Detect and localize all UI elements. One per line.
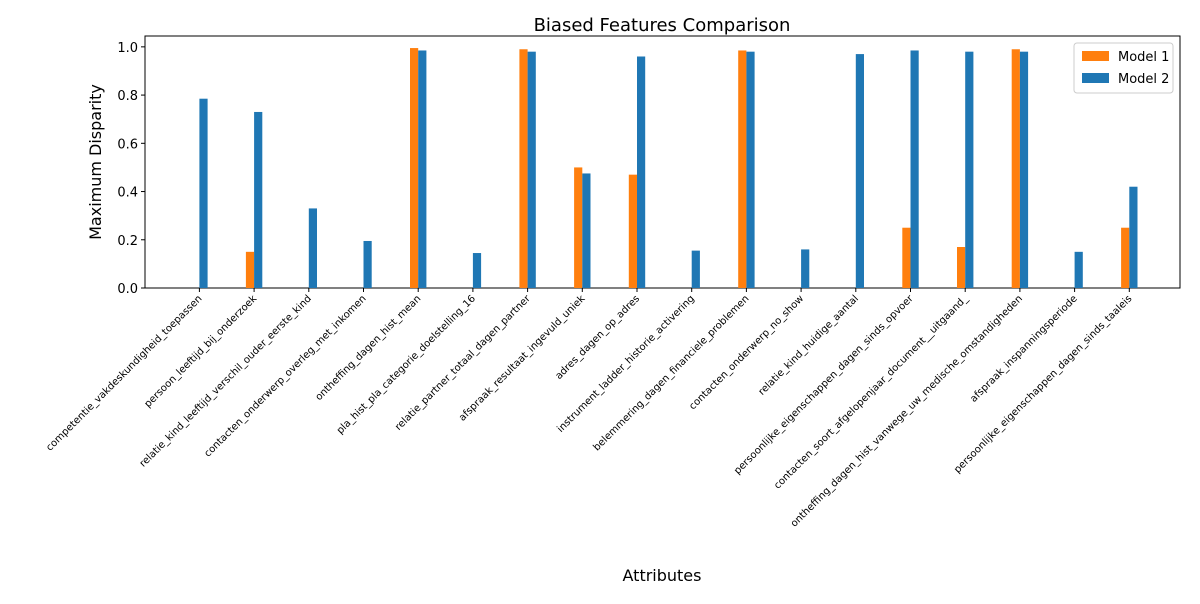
bar-model-1: [957, 247, 966, 288]
legend-label: Model 2: [1118, 72, 1169, 87]
chart-title: Biased Features Comparison: [534, 15, 791, 36]
x-tick-label: afspraak_inspanningsperiode: [968, 293, 1079, 404]
bar-model-2: [1019, 51, 1029, 289]
bar-model-1: [628, 174, 637, 288]
bar-model-1: [1011, 49, 1020, 289]
y-tick-label: 0.6: [117, 137, 138, 152]
x-tick-label: contacten_soort_afgelopenjaar_document__…: [772, 293, 971, 492]
bar-model-2: [637, 56, 646, 289]
bar-model-2: [582, 173, 591, 288]
bar-model-2: [199, 98, 208, 288]
x-tick-label: relatie_kind_huidige_aantal: [757, 293, 861, 397]
bar-model-1: [245, 251, 255, 288]
y-axis: 0.0 0.2 0.4 0.6 0.8 1.0: [117, 41, 145, 297]
y-tick-label: 0.2: [117, 234, 138, 249]
bar-model-2: [1129, 186, 1138, 288]
legend: Model 1 Model 2: [1073, 42, 1174, 94]
y-tick-label: 1.0: [117, 41, 138, 56]
bar-model-1: [902, 227, 911, 288]
bar-model-2: [855, 54, 864, 289]
x-tick-label: persoonlijke_eigenschappen_dagen_sinds_o…: [732, 293, 916, 477]
bar-model-2: [472, 253, 482, 288]
bar-model-1: [574, 167, 583, 288]
x-tick-label: persoon_leeftijd_bij_onderzoek: [143, 293, 260, 410]
x-axis: competentie_vakdeskundigheid_toepassenpe…: [44, 288, 1134, 530]
bar-model-2: [527, 51, 536, 289]
legend-label: Model 1: [1118, 50, 1169, 65]
x-tick-label: contacten_onderwerp_no_show: [687, 293, 806, 412]
x-axis-label: Attributes: [623, 566, 702, 585]
bar-model-2: [910, 50, 919, 288]
bar-model-1: [1121, 227, 1130, 288]
bar-model-2: [363, 240, 372, 288]
x-tick-label: ontheffing_dagen_hist_mean: [314, 293, 424, 403]
bar-model-2: [965, 51, 974, 289]
bar-model-2: [746, 51, 755, 289]
bars-group: [199, 48, 1138, 289]
bar-model-1: [738, 50, 747, 288]
bar-model-2: [1074, 251, 1083, 288]
y-tick-label: 0.8: [117, 89, 138, 104]
bar-model-2: [801, 249, 810, 288]
bar-model-2: [418, 50, 427, 288]
bar-model-1: [519, 49, 528, 289]
bar-model-2: [308, 208, 317, 288]
y-tick-label: 0.4: [117, 186, 138, 201]
plot-area: [144, 35, 1181, 289]
legend-swatch: [1082, 51, 1109, 61]
bar-model-2: [691, 250, 700, 288]
bar-model-1: [410, 48, 419, 288]
legend-swatch: [1082, 73, 1109, 83]
y-axis-label: Maximum Disparity: [86, 84, 105, 240]
y-tick-label: 0.0: [117, 282, 138, 297]
bar-model-2: [254, 111, 263, 288]
